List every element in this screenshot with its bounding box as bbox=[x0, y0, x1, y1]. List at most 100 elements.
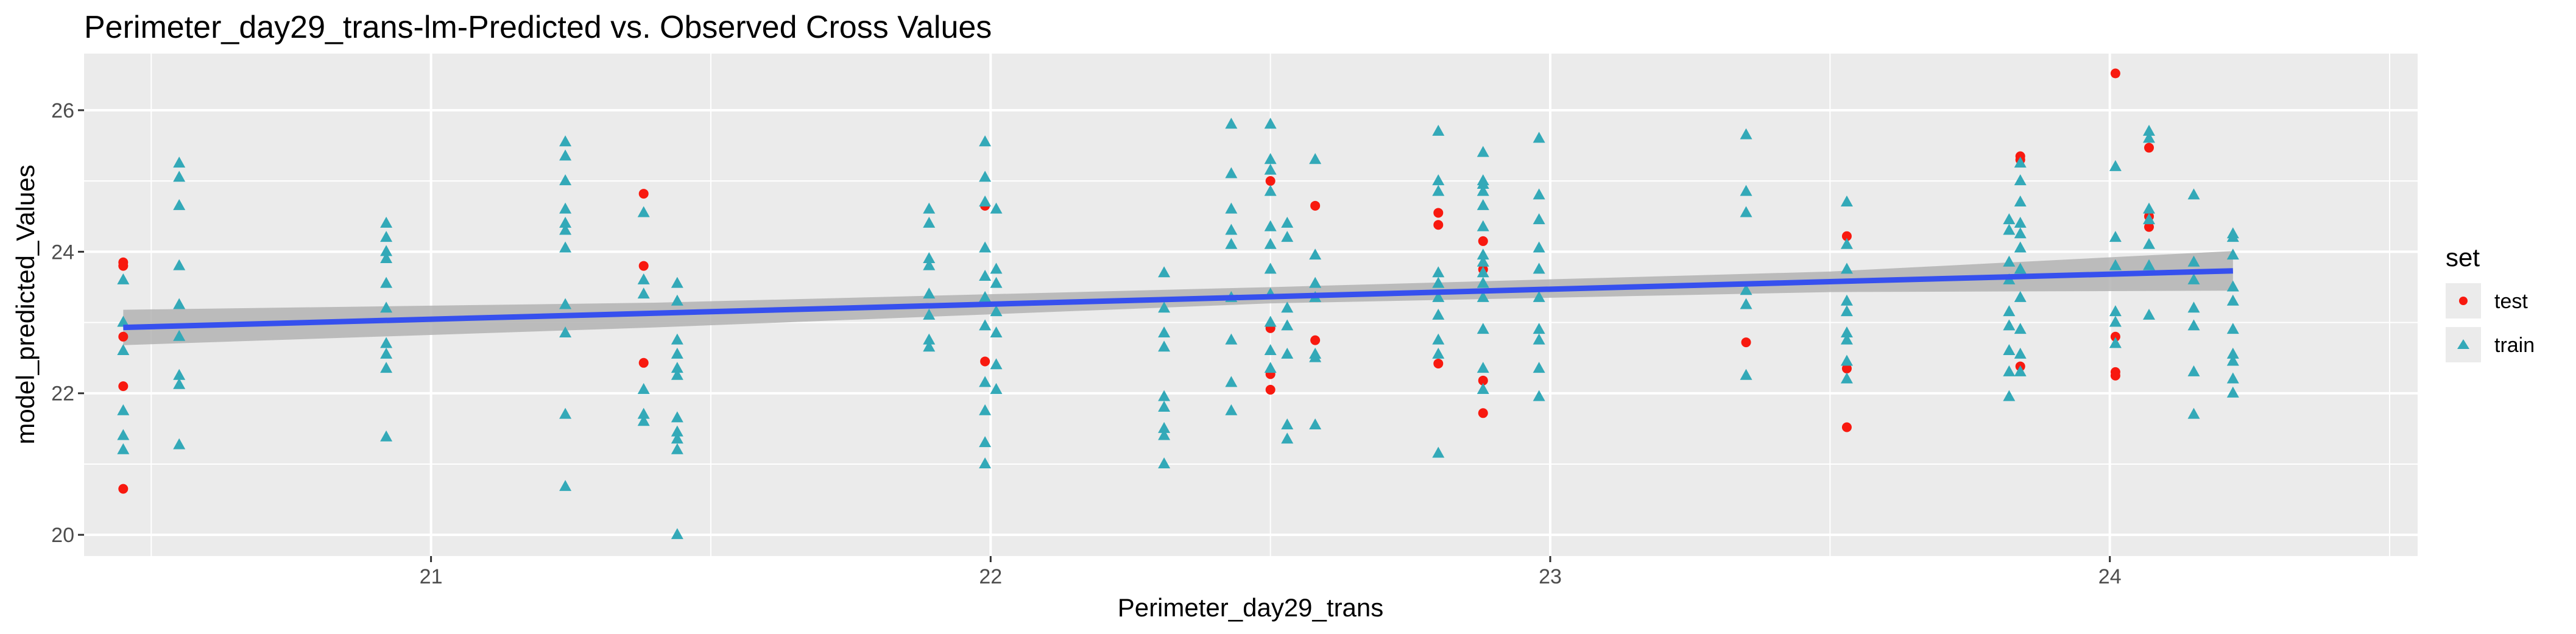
point-train bbox=[1432, 333, 1445, 345]
point-train bbox=[2187, 365, 2200, 376]
point-train bbox=[1225, 118, 1238, 129]
point-train bbox=[2003, 255, 2016, 267]
point-train bbox=[559, 202, 572, 214]
point-train bbox=[380, 252, 393, 263]
point-train bbox=[173, 259, 186, 270]
point-train bbox=[559, 480, 572, 491]
point-train bbox=[1533, 390, 1545, 401]
point-train bbox=[979, 291, 992, 302]
point-train bbox=[1432, 276, 1445, 288]
x-tick-label: 22 bbox=[979, 565, 1002, 588]
point-train bbox=[173, 199, 186, 210]
point-train bbox=[1158, 326, 1171, 337]
point-train bbox=[1432, 266, 1445, 278]
point-test bbox=[118, 261, 129, 271]
point-train bbox=[1840, 372, 1853, 384]
point-train bbox=[979, 457, 992, 468]
point-train bbox=[637, 206, 650, 217]
point-train bbox=[990, 382, 1003, 394]
point-train bbox=[671, 294, 683, 306]
point-train bbox=[1740, 284, 1752, 295]
point-test bbox=[1310, 335, 1321, 345]
y-tick-label: 24 bbox=[51, 241, 74, 264]
point-test bbox=[1741, 337, 1751, 348]
point-train bbox=[671, 276, 683, 288]
point-train bbox=[1477, 276, 1489, 288]
point-train bbox=[979, 195, 992, 207]
point-train bbox=[990, 326, 1003, 337]
data-points-layer bbox=[117, 68, 2239, 540]
point-train bbox=[1309, 351, 1322, 362]
point-train bbox=[2143, 124, 2156, 136]
point-train bbox=[173, 368, 186, 380]
point-train bbox=[380, 231, 393, 242]
point-train bbox=[2226, 347, 2239, 359]
point-train bbox=[2226, 280, 2239, 292]
point-test bbox=[1265, 176, 1276, 186]
point-train bbox=[1840, 326, 1853, 337]
point-train bbox=[2003, 390, 2016, 401]
point-train bbox=[380, 430, 393, 442]
point-train bbox=[117, 344, 130, 356]
point-train bbox=[923, 252, 936, 263]
point-train bbox=[1740, 206, 1752, 217]
point-train bbox=[1840, 294, 1853, 306]
point-train bbox=[380, 245, 393, 256]
point-train bbox=[380, 276, 393, 288]
point-train bbox=[1225, 404, 1238, 415]
point-train bbox=[923, 340, 936, 352]
point-train bbox=[637, 287, 650, 299]
point-train bbox=[671, 362, 683, 373]
legend-marker-test bbox=[2459, 297, 2468, 305]
point-train bbox=[117, 273, 130, 284]
point-train bbox=[173, 378, 186, 389]
point-train bbox=[1264, 185, 1277, 196]
point-train bbox=[1158, 457, 1171, 468]
point-train bbox=[979, 135, 992, 147]
fit-line-layer bbox=[123, 268, 2233, 331]
point-train bbox=[1281, 231, 1294, 242]
point-train bbox=[1477, 185, 1489, 196]
point-test bbox=[1841, 422, 1852, 432]
point-test bbox=[118, 484, 129, 494]
point-train bbox=[1477, 255, 1489, 267]
y-tick-label: 22 bbox=[51, 382, 74, 406]
point-train bbox=[2226, 231, 2239, 242]
point-train bbox=[1225, 202, 1238, 214]
point-train bbox=[2014, 262, 2027, 274]
legend-label-train: train bbox=[2494, 334, 2535, 357]
x-axis-ticks: 21 22 23 24 bbox=[420, 556, 2122, 588]
point-train bbox=[1432, 446, 1445, 458]
point-train bbox=[1225, 376, 1238, 387]
point-train bbox=[559, 216, 572, 228]
point-train bbox=[559, 135, 572, 147]
point-train bbox=[117, 443, 130, 454]
point-train bbox=[1533, 323, 1545, 334]
point-test bbox=[118, 331, 129, 342]
point-train bbox=[2187, 407, 2200, 419]
y-tick-label: 20 bbox=[51, 524, 74, 547]
point-train bbox=[1840, 333, 1853, 345]
point-train bbox=[671, 425, 683, 437]
point-train bbox=[979, 171, 992, 182]
point-train bbox=[1533, 333, 1545, 345]
point-train bbox=[990, 202, 1003, 214]
point-train bbox=[1309, 418, 1322, 430]
point-train bbox=[1740, 128, 1752, 139]
legend-title: set bbox=[2446, 243, 2480, 272]
point-test bbox=[118, 381, 129, 392]
point-test bbox=[2110, 331, 2120, 342]
point-test bbox=[1265, 384, 1276, 395]
point-train bbox=[637, 407, 650, 419]
point-train bbox=[2109, 259, 2122, 270]
x-tick-label: 23 bbox=[1539, 565, 1562, 588]
point-train bbox=[173, 298, 186, 309]
point-train bbox=[1264, 344, 1277, 356]
point-train bbox=[1740, 298, 1752, 309]
point-train bbox=[2014, 241, 2027, 253]
point-train bbox=[1477, 266, 1489, 278]
y-axis-ticks: 20 22 24 26 bbox=[51, 99, 84, 547]
point-train bbox=[2003, 224, 2016, 235]
point-train bbox=[2014, 291, 2027, 302]
